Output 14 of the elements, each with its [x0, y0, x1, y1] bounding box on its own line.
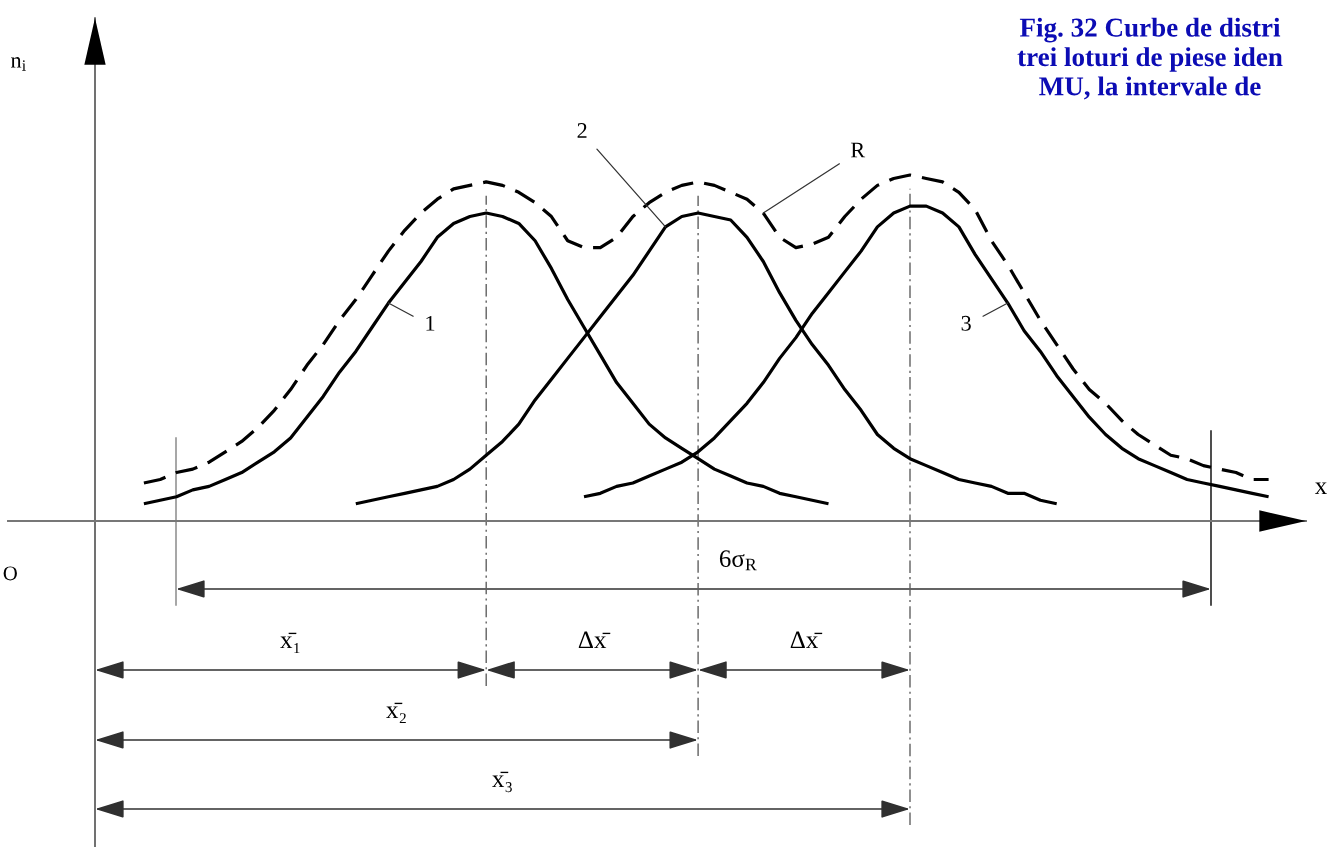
text: n$_{i}$ [11, 57, 26, 71]
chart-title: Fig. 32 Curbe de distri trei loturi de piese iden MU, la intervale de [1017, 17, 1283, 100]
series-label: 3 [961, 315, 971, 331]
text: x̄₃ [492, 771, 512, 793]
text: 2 [577, 123, 587, 138]
text: Δx̄ [578, 631, 611, 649]
series-label: 1 [426, 315, 435, 331]
text: Δx̄ [790, 631, 823, 649]
series-label: R [850, 142, 866, 158]
text: O [3, 566, 17, 581]
text: 6σ$_{R}$ [719, 550, 757, 571]
text: x̄₂ [386, 702, 406, 724]
text: x̄₁ [280, 632, 300, 654]
x-axis-title: x [1314, 482, 1327, 495]
